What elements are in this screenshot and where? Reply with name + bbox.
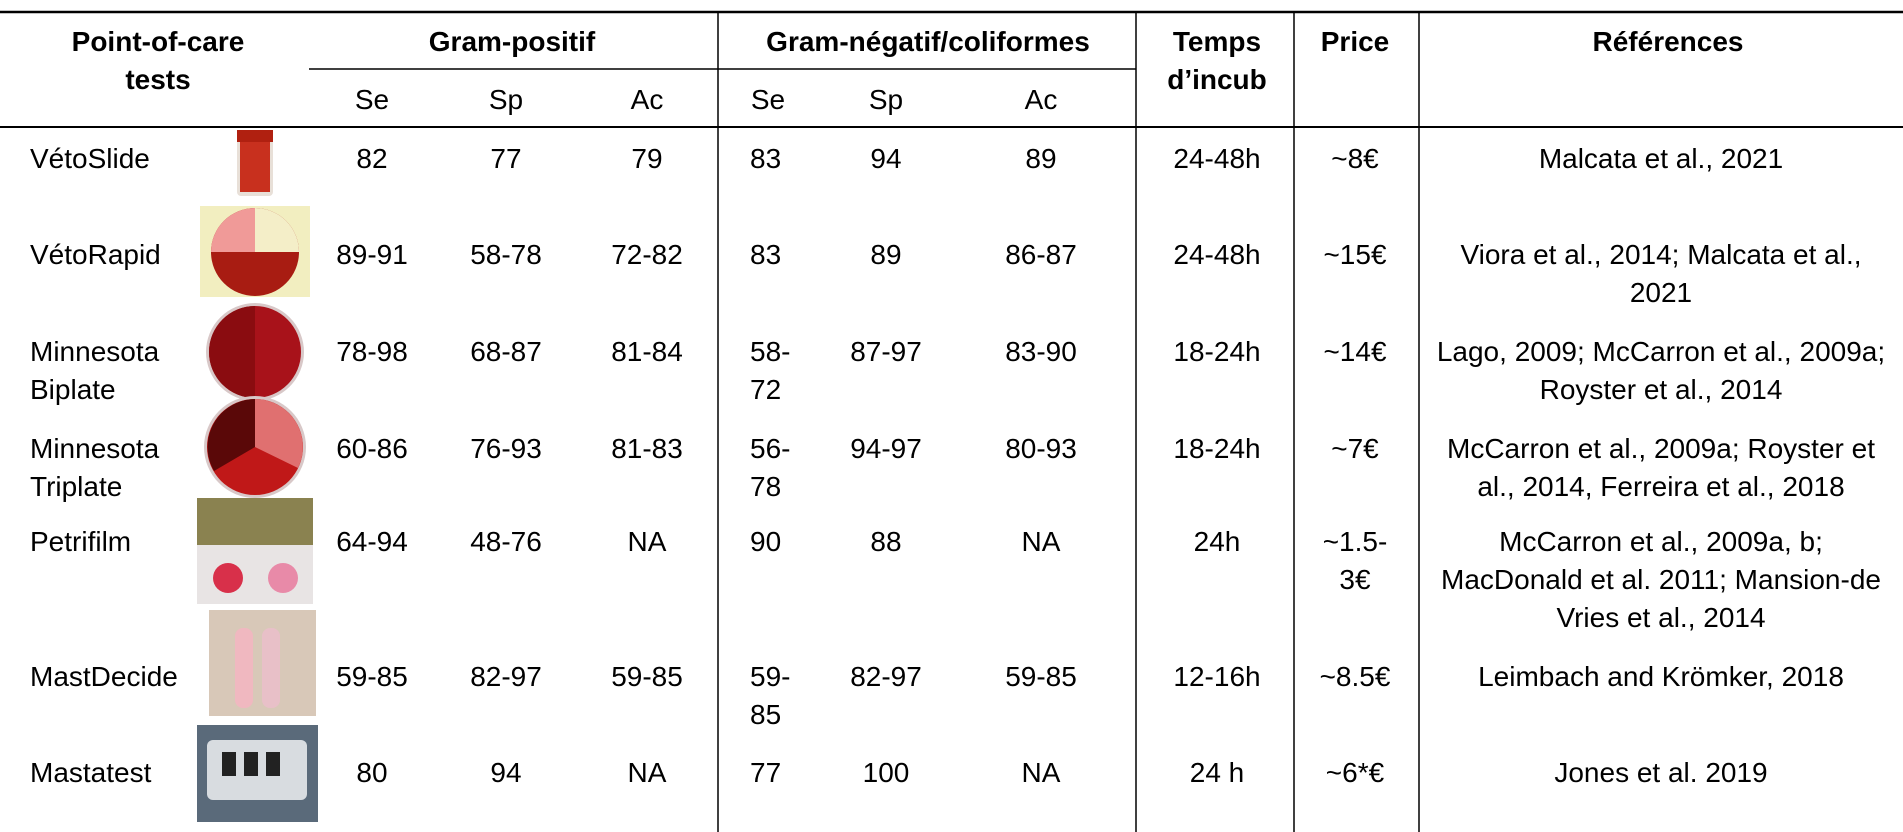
value-cell: 58-78 [470, 239, 542, 270]
time-cell: 24 h [1189, 757, 1245, 788]
subheader-cell: Sp [868, 84, 904, 115]
price-cell: ~7€ [1331, 433, 1379, 464]
reference-cell: Viora et al., 2014; Malcata et al., 2021 [1460, 239, 1862, 308]
value-cell: 90 [750, 526, 782, 557]
test-name: Petrifilm [30, 526, 132, 557]
table-lines [0, 10, 1903, 832]
time-cell: 12-16h [1173, 661, 1261, 692]
value-cell: 60-86 [336, 433, 408, 464]
price-cell: ~8€ [1331, 143, 1379, 174]
value-cell: 94 [870, 143, 902, 174]
header-cell: Point-of-care tests [71, 26, 245, 95]
test-name: Minnesota Biplate [30, 336, 160, 405]
value-cell: 59-85 [336, 661, 408, 692]
value-cell: 83 [750, 239, 782, 270]
group-header: Gram-positif [428, 26, 596, 57]
value-cell: 79 [631, 143, 663, 174]
value-cell: 86-87 [1005, 239, 1077, 270]
test-name: VétoSlide [30, 143, 150, 174]
value-cell: NA [627, 526, 667, 557]
reference-cell: McCarron et al., 2009a; Royster et al., … [1447, 433, 1875, 502]
test-name: Mastatest [30, 757, 152, 788]
biplate-image [206, 303, 304, 401]
value-cell: 82 [356, 143, 388, 174]
value-cell: 72-82 [611, 239, 683, 270]
value-cell: 77 [490, 143, 522, 174]
mastdecide-image [209, 610, 316, 716]
triplate-image [204, 396, 306, 498]
reference-cell: Lago, 2009; McCarron et al., 2009a; Roys… [1436, 336, 1886, 405]
subheader-cell: Se [354, 84, 390, 115]
value-cell: 89 [870, 239, 902, 270]
subheader-cell: Ac [630, 84, 664, 115]
header-cell: Price [1320, 26, 1390, 57]
price-cell: ~1.5-3€ [1322, 526, 1388, 595]
subheader-cell: Se [750, 84, 786, 115]
value-cell: 77 [750, 757, 782, 788]
price-cell: ~15€ [1323, 239, 1387, 270]
value-cell: 89 [1025, 143, 1057, 174]
price-cell: ~8.5€ [1319, 661, 1391, 692]
subheader-cell: Ac [1024, 84, 1058, 115]
reference-cell: McCarron et al., 2009a, b; MacDonald et … [1441, 526, 1881, 633]
vetoslide-image [237, 130, 273, 196]
value-cell: NA [627, 757, 667, 788]
value-cell: 87-97 [850, 336, 922, 367]
time-cell: 18-24h [1173, 433, 1261, 464]
group-header: Gram-négatif/coliformes [766, 26, 1090, 57]
value-cell: 76-93 [470, 433, 542, 464]
header-cell: Références [1592, 26, 1744, 57]
price-cell: ~6*€ [1325, 757, 1385, 788]
value-cell: 59-85 [611, 661, 683, 692]
header-cell: Temps d’incub [1167, 26, 1267, 95]
value-cell: 59-85 [750, 661, 791, 730]
petrifilm-image [197, 498, 313, 604]
value-cell: 59-85 [1005, 661, 1077, 692]
time-cell: 18-24h [1173, 336, 1261, 367]
reference-cell: Jones et al. 2019 [1554, 757, 1768, 788]
reference-cell: Malcata et al., 2021 [1538, 143, 1784, 174]
subheader-cell: Sp [488, 84, 524, 115]
value-cell: 78-98 [336, 336, 408, 367]
value-cell: 89-91 [336, 239, 408, 270]
value-cell: 88 [870, 526, 902, 557]
time-cell: 24h [1193, 526, 1241, 557]
value-cell: 48-76 [470, 526, 542, 557]
value-cell: 56-78 [750, 433, 791, 502]
time-cell: 24-48h [1173, 239, 1261, 270]
test-name: Minnesota Triplate [30, 433, 160, 502]
value-cell: 94-97 [850, 433, 922, 464]
value-cell: 64-94 [336, 526, 408, 557]
value-cell: 83 [750, 143, 782, 174]
vetorapid-image [200, 206, 310, 297]
value-cell: 80-93 [1005, 433, 1077, 464]
mastatest-image [197, 725, 318, 822]
test-name: VétoRapid [30, 239, 161, 270]
value-cell: 82-97 [850, 661, 922, 692]
reference-cell: Leimbach and Krömker, 2018 [1478, 661, 1844, 692]
time-cell: 24-48h [1173, 143, 1261, 174]
value-cell: 94 [490, 757, 522, 788]
test-name: MastDecide [30, 661, 178, 692]
value-cell: 81-83 [611, 433, 683, 464]
value-cell: 82-97 [470, 661, 542, 692]
value-cell: 58-72 [750, 336, 791, 405]
value-cell: 83-90 [1005, 336, 1077, 367]
value-cell: 68-87 [470, 336, 542, 367]
value-cell: 81-84 [611, 336, 683, 367]
price-cell: ~14€ [1323, 336, 1387, 367]
value-cell: 80 [356, 757, 388, 788]
value-cell: NA [1021, 526, 1061, 557]
value-cell: NA [1021, 757, 1061, 788]
value-cell: 100 [862, 757, 910, 788]
